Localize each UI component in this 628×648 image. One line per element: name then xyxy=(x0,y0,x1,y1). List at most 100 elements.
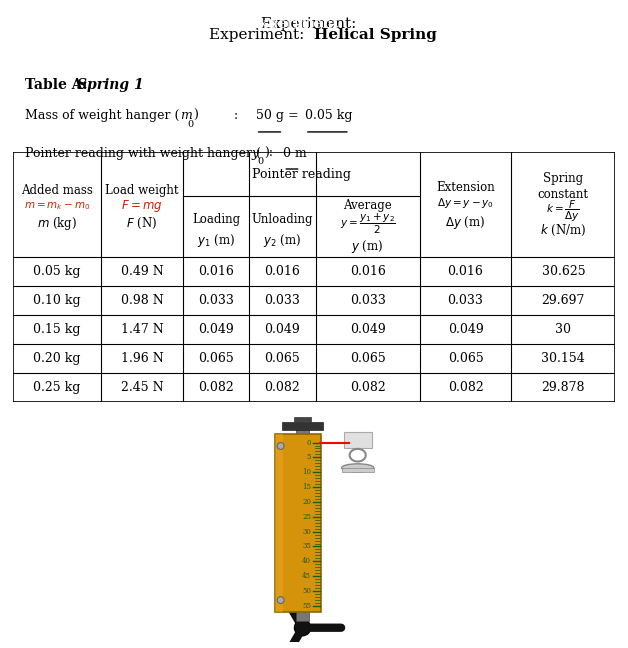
Text: 30.625: 30.625 xyxy=(541,265,585,278)
Bar xyxy=(344,432,372,448)
Circle shape xyxy=(277,443,284,450)
Text: Spring 1: Spring 1 xyxy=(77,78,144,92)
Text: Pointer reading: Pointer reading xyxy=(252,168,351,181)
Text: $y$ (m): $y$ (m) xyxy=(352,238,384,255)
Circle shape xyxy=(277,597,284,603)
Text: 0: 0 xyxy=(187,120,193,129)
Text: 40: 40 xyxy=(302,557,311,565)
Text: 20: 20 xyxy=(302,498,311,506)
Text: 50 g: 50 g xyxy=(256,109,284,122)
Text: Unloading: Unloading xyxy=(252,213,313,226)
Text: Added mass: Added mass xyxy=(21,185,93,198)
Text: Loading: Loading xyxy=(192,213,241,226)
Text: $k = \dfrac{F}{\Delta y}$: $k = \dfrac{F}{\Delta y}$ xyxy=(546,198,580,224)
Text: 0.033: 0.033 xyxy=(448,294,484,307)
Text: Mass of weight hanger (: Mass of weight hanger ( xyxy=(25,109,180,122)
Ellipse shape xyxy=(342,464,374,472)
Text: 0.049: 0.049 xyxy=(448,323,484,336)
Text: 0.05 kg: 0.05 kg xyxy=(33,265,80,278)
Text: ): ) xyxy=(193,109,198,122)
Text: 0.016: 0.016 xyxy=(350,265,386,278)
Text: 0.49 N: 0.49 N xyxy=(121,265,163,278)
Text: Table A:: Table A: xyxy=(25,78,92,92)
Text: 29.697: 29.697 xyxy=(542,294,585,307)
Text: 0: 0 xyxy=(257,157,264,166)
Text: $\Delta y = y - y_0$: $\Delta y = y - y_0$ xyxy=(437,196,494,211)
Text: 0.082: 0.082 xyxy=(448,381,484,394)
Text: $y_2$ (m): $y_2$ (m) xyxy=(263,232,301,249)
Text: =: = xyxy=(288,109,307,122)
Text: 0 m: 0 m xyxy=(283,147,307,160)
Text: 30: 30 xyxy=(555,323,571,336)
Text: Load weight: Load weight xyxy=(106,185,179,198)
Text: Average: Average xyxy=(344,199,392,212)
Text: 0.05 kg: 0.05 kg xyxy=(305,109,352,122)
Text: Helical Spring: Helical Spring xyxy=(314,28,437,42)
Text: 50: 50 xyxy=(302,587,311,595)
Bar xyxy=(275,434,283,612)
Text: 0.016: 0.016 xyxy=(264,265,300,278)
Text: 0.20 kg: 0.20 kg xyxy=(33,352,80,365)
Text: 25: 25 xyxy=(302,513,311,521)
Text: 0.049: 0.049 xyxy=(198,323,234,336)
Bar xyxy=(282,422,323,430)
Text: 0.033: 0.033 xyxy=(350,294,386,307)
Text: 5: 5 xyxy=(306,454,311,461)
Circle shape xyxy=(295,619,311,636)
FancyArrowPatch shape xyxy=(283,594,301,625)
Text: 0.082: 0.082 xyxy=(350,381,386,394)
Text: constant: constant xyxy=(538,188,589,201)
Text: 1.96 N: 1.96 N xyxy=(121,352,163,365)
Text: $\Delta y$ (m): $\Delta y$ (m) xyxy=(445,214,485,231)
Text: 35: 35 xyxy=(302,542,311,550)
Text: 0.065: 0.065 xyxy=(350,352,386,365)
Text: m: m xyxy=(180,109,192,122)
Text: Experiment:: Experiment: xyxy=(248,17,353,32)
Text: 0.10 kg: 0.10 kg xyxy=(33,294,80,307)
Text: 55: 55 xyxy=(302,602,311,610)
Text: ):: ): xyxy=(264,147,273,160)
Text: Extension: Extension xyxy=(436,181,495,194)
Text: 0.016: 0.016 xyxy=(448,265,484,278)
Text: $m = m_k - m_0$: $m = m_k - m_0$ xyxy=(23,200,90,212)
Text: 0: 0 xyxy=(306,439,311,446)
Text: 29.878: 29.878 xyxy=(541,381,585,394)
Text: $y = \dfrac{y_1+y_2}{2}$: $y = \dfrac{y_1+y_2}{2}$ xyxy=(340,212,396,237)
Bar xyxy=(296,425,310,621)
Text: Experiment:: Experiment: xyxy=(209,28,314,42)
Text: 0.25 kg: 0.25 kg xyxy=(33,381,80,394)
Text: 0.033: 0.033 xyxy=(264,294,300,307)
Text: Pointer reading with weight hanger (: Pointer reading with weight hanger ( xyxy=(25,147,261,160)
Text: 0.049: 0.049 xyxy=(264,323,300,336)
Text: 10: 10 xyxy=(302,469,311,476)
Text: $F$ (N): $F$ (N) xyxy=(126,216,158,231)
Text: $y_1$ (m): $y_1$ (m) xyxy=(197,232,235,249)
Text: $m$ (kg): $m$ (kg) xyxy=(36,215,77,232)
Text: 0.016: 0.016 xyxy=(198,265,234,278)
Text: Experiment:: Experiment: xyxy=(261,17,367,32)
Text: 30.154: 30.154 xyxy=(541,352,585,365)
Bar xyxy=(275,434,321,612)
Text: 0.049: 0.049 xyxy=(350,323,386,336)
FancyArrowPatch shape xyxy=(283,630,301,648)
Text: 0.065: 0.065 xyxy=(448,352,484,365)
Text: $F = mg$: $F = mg$ xyxy=(121,198,163,214)
Text: 45: 45 xyxy=(302,572,311,580)
Bar xyxy=(342,468,374,472)
Text: Spring: Spring xyxy=(543,172,583,185)
Text: 0.98 N: 0.98 N xyxy=(121,294,163,307)
Text: 15: 15 xyxy=(302,483,311,491)
Text: y: y xyxy=(251,147,259,160)
Text: 2.45 N: 2.45 N xyxy=(121,381,163,394)
Text: 1.47 N: 1.47 N xyxy=(121,323,163,336)
Text: 0.065: 0.065 xyxy=(264,352,300,365)
Text: 0.082: 0.082 xyxy=(264,381,300,394)
Text: 0.15 kg: 0.15 kg xyxy=(33,323,80,336)
Text: 0.065: 0.065 xyxy=(198,352,234,365)
Bar xyxy=(295,417,311,422)
Text: :: : xyxy=(234,109,246,122)
Text: 0.082: 0.082 xyxy=(198,381,234,394)
Text: 0.033: 0.033 xyxy=(198,294,234,307)
Text: 30: 30 xyxy=(302,527,311,536)
Text: $k$ (N/m): $k$ (N/m) xyxy=(540,224,587,238)
